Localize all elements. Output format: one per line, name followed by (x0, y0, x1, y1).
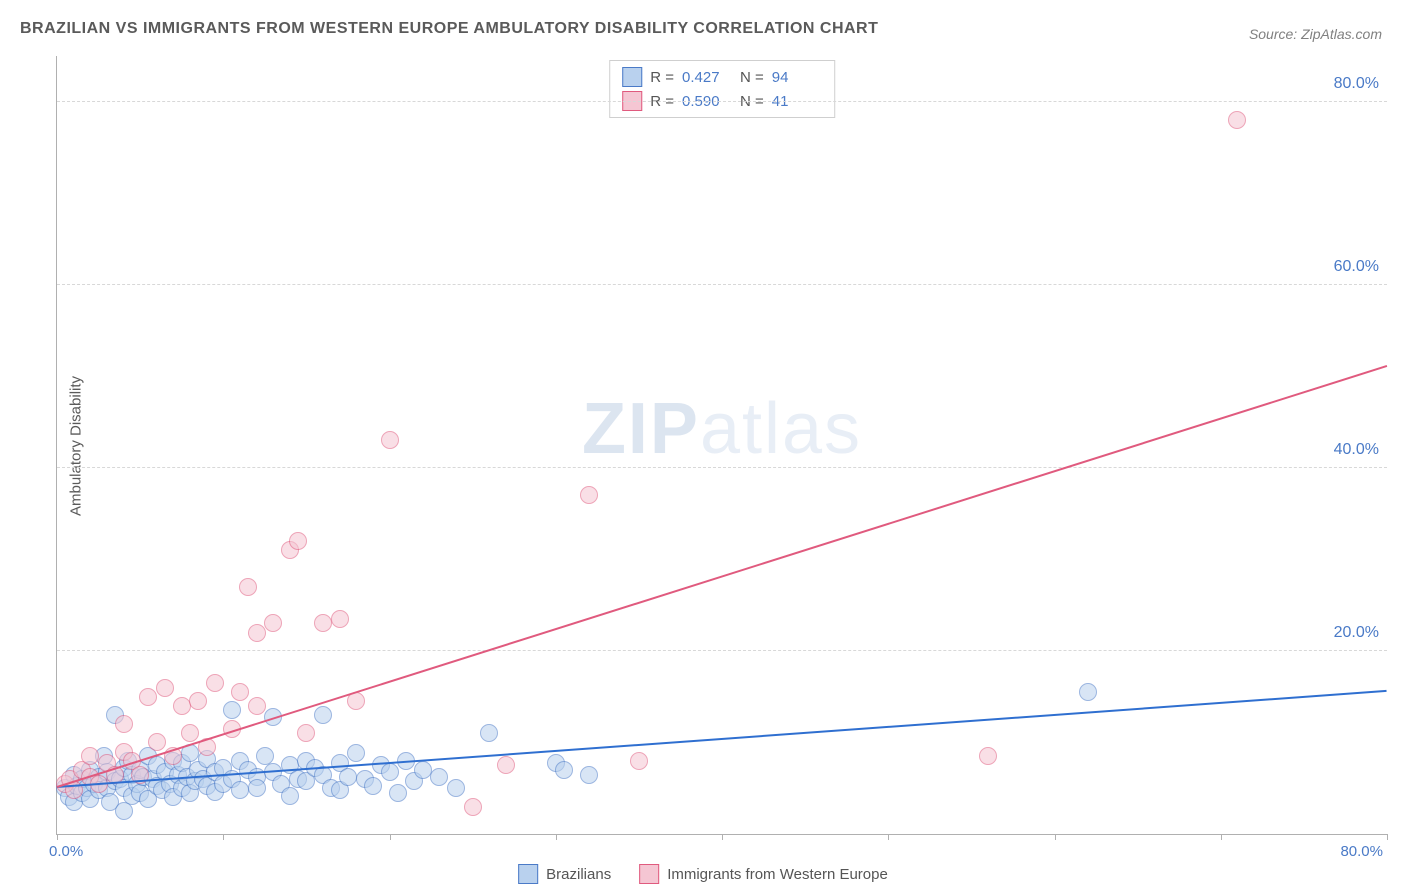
scatter-point-immigrants (630, 752, 648, 770)
scatter-point-brazilians (480, 724, 498, 742)
scatter-point-immigrants (979, 747, 997, 765)
gridline (57, 467, 1387, 468)
scatter-point-brazilians (248, 779, 266, 797)
scatter-point-brazilians (1079, 683, 1097, 701)
scatter-point-immigrants (248, 624, 266, 642)
chart-title: BRAZILIAN VS IMMIGRANTS FROM WESTERN EUR… (20, 20, 878, 38)
gridline (57, 650, 1387, 651)
legend-correlation-box: R = 0.427 N = 94 R = 0.590 N = 41 (609, 60, 835, 118)
x-tick-mark (556, 834, 557, 840)
scatter-point-immigrants (173, 697, 191, 715)
scatter-point-immigrants (580, 486, 598, 504)
legend-item-brazilians: Brazilians (518, 864, 611, 884)
scatter-point-immigrants (181, 724, 199, 742)
x-tick-mark (1055, 834, 1056, 840)
scatter-point-immigrants (189, 692, 207, 710)
scatter-point-brazilians (447, 779, 465, 797)
chart-plot-area: ZIPatlas R = 0.427 N = 94 R = 0.590 N = … (56, 56, 1387, 835)
swatch-icon (518, 864, 538, 884)
y-tick-label: 40.0% (1334, 441, 1379, 459)
x-tick-mark (223, 834, 224, 840)
scatter-point-brazilians (223, 701, 241, 719)
scatter-point-brazilians (314, 706, 332, 724)
scatter-point-immigrants (81, 747, 99, 765)
trendline-immigrants (57, 365, 1388, 788)
x-tick-mark (722, 834, 723, 840)
scatter-point-brazilians (347, 744, 365, 762)
watermark-text: ZIPatlas (582, 388, 862, 470)
y-tick-label: 60.0% (1334, 258, 1379, 276)
scatter-point-immigrants (239, 578, 257, 596)
scatter-point-immigrants (148, 733, 166, 751)
scatter-point-brazilians (580, 766, 598, 784)
x-tick-mark (57, 834, 58, 840)
legend-item-immigrants: Immigrants from Western Europe (639, 864, 888, 884)
scatter-point-immigrants (206, 674, 224, 692)
scatter-point-brazilians (339, 768, 357, 786)
legend-series: Brazilians Immigrants from Western Europ… (518, 864, 888, 884)
scatter-point-brazilians (389, 784, 407, 802)
scatter-point-immigrants (264, 614, 282, 632)
scatter-point-immigrants (497, 756, 515, 774)
scatter-point-immigrants (331, 610, 349, 628)
scatter-point-brazilians (281, 787, 299, 805)
scatter-point-brazilians (115, 802, 133, 820)
x-axis-min-label: 0.0% (49, 843, 83, 860)
y-tick-label: 80.0% (1334, 75, 1379, 93)
gridline (57, 284, 1387, 285)
scatter-point-brazilians (430, 768, 448, 786)
scatter-point-immigrants (156, 679, 174, 697)
scatter-point-immigrants (115, 715, 133, 733)
scatter-point-immigrants (289, 532, 307, 550)
swatch-icon (622, 67, 642, 87)
scatter-point-immigrants (464, 798, 482, 816)
scatter-point-immigrants (1228, 111, 1246, 129)
y-tick-label: 20.0% (1334, 624, 1379, 642)
gridline (57, 101, 1387, 102)
scatter-point-immigrants (139, 688, 157, 706)
swatch-icon (639, 864, 659, 884)
scatter-point-brazilians (364, 777, 382, 795)
scatter-point-immigrants (248, 697, 266, 715)
scatter-point-immigrants (314, 614, 332, 632)
scatter-point-immigrants (297, 724, 315, 742)
scatter-point-immigrants (381, 431, 399, 449)
scatter-point-brazilians (381, 763, 399, 781)
scatter-point-brazilians (555, 761, 573, 779)
x-tick-mark (1387, 834, 1388, 840)
scatter-point-immigrants (231, 683, 249, 701)
legend-row-brazilians: R = 0.427 N = 94 (622, 65, 822, 89)
x-tick-mark (888, 834, 889, 840)
x-tick-mark (390, 834, 391, 840)
scatter-point-brazilians (231, 781, 249, 799)
x-axis-max-label: 80.0% (1340, 843, 1383, 860)
source-label: Source: ZipAtlas.com (1249, 26, 1382, 42)
x-tick-mark (1221, 834, 1222, 840)
scatter-point-brazilians (414, 761, 432, 779)
